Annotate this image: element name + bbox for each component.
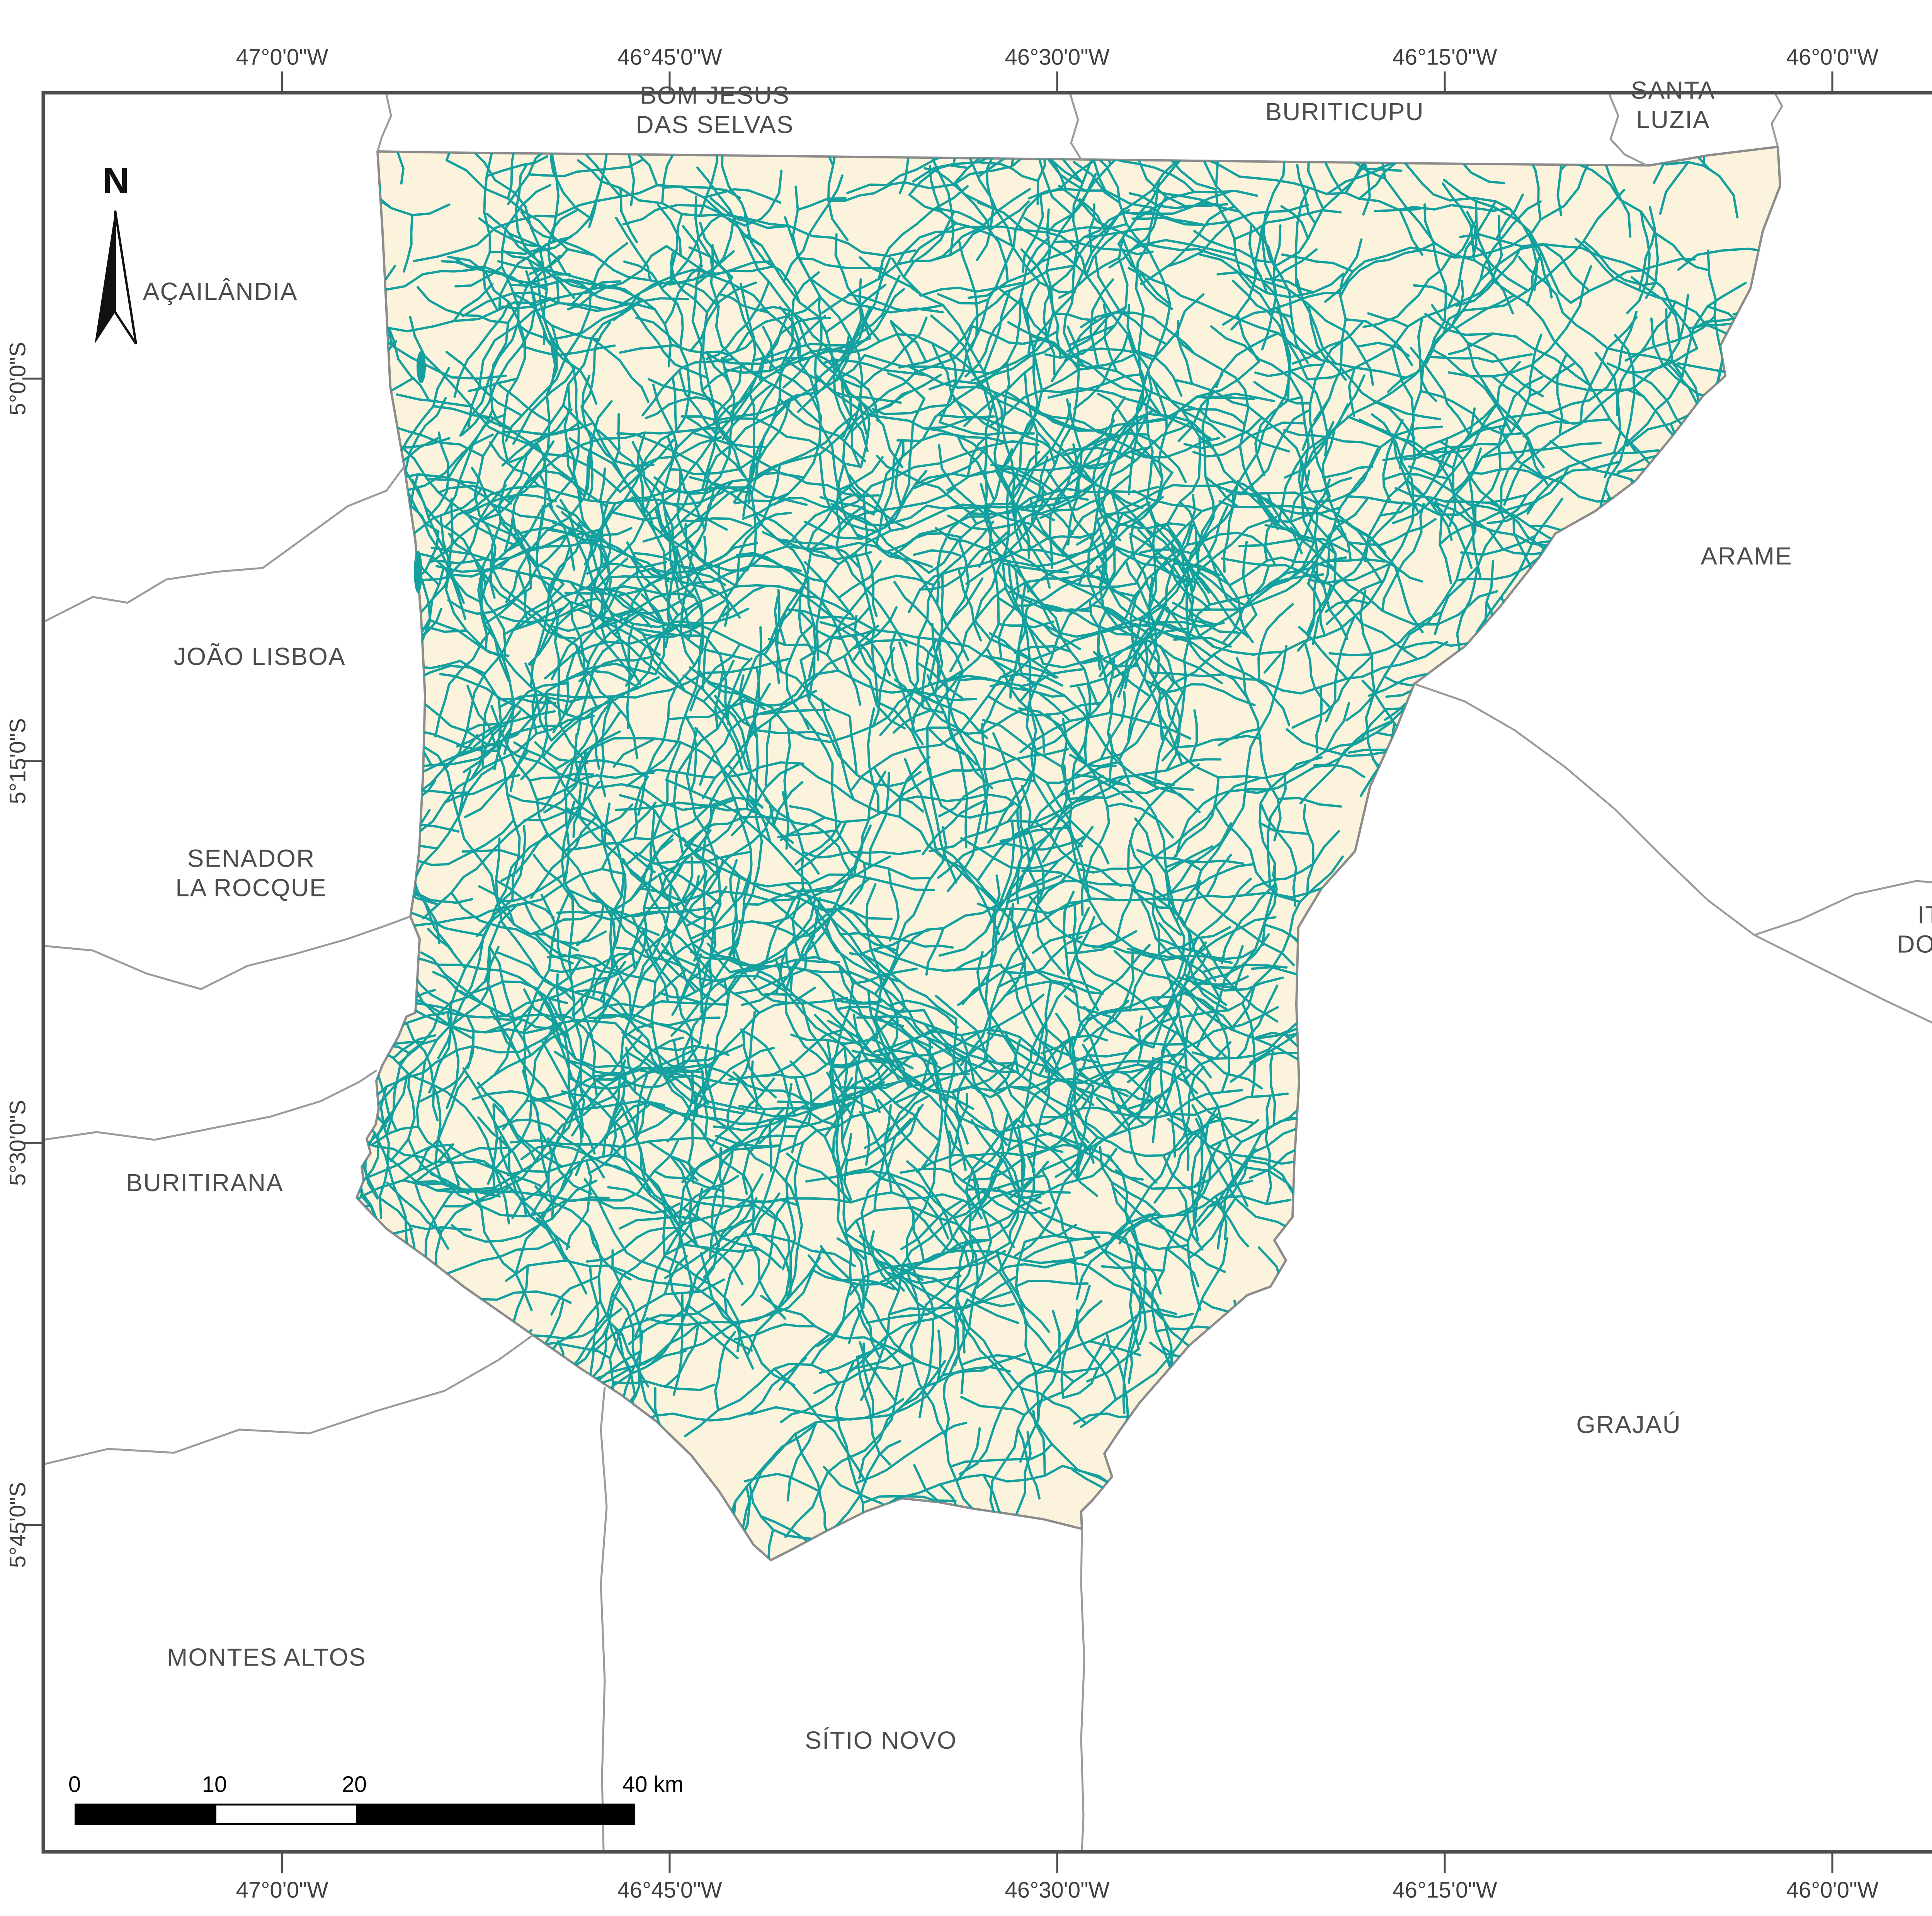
neighbor-label-arame: ARAME bbox=[1701, 542, 1793, 570]
longitude-label-bottom: 46°15'0"W bbox=[1392, 1877, 1497, 1903]
neighbor-label-bom-jesus-das-selvas: BOM JESUS DAS SELVAS bbox=[636, 81, 794, 138]
scale-segment bbox=[356, 1805, 633, 1823]
scale-bar-label: 10 bbox=[202, 1772, 227, 1797]
neighbor-label-joao-lisboa: JOÃO LISBOA bbox=[173, 643, 346, 671]
latitude-label: 5°0'0"S bbox=[5, 342, 31, 416]
scale-bar bbox=[75, 1804, 635, 1825]
neighbor-label-senador-la-rocque: SENADOR LA ROCQUE bbox=[175, 844, 327, 901]
longitude-label-bottom: 46°0'0"W bbox=[1786, 1877, 1879, 1903]
neighbor-label-itaipava-do-grajau: ITAIPAVA DO GRAJAÚ bbox=[1897, 901, 1932, 958]
neighbor-label-sitio-novo: SÍTIO NOVO bbox=[805, 1726, 957, 1754]
latitude-label: 5°15'0"S bbox=[5, 718, 31, 804]
latitude-label: 5°45'0"S bbox=[5, 1482, 31, 1568]
neighbor-label-acailandia: AÇAILÂNDIA bbox=[143, 277, 298, 306]
longitude-label-top: 46°0'0"W bbox=[1786, 44, 1879, 70]
neighbor-label-montes-altos: MONTES ALTOS bbox=[167, 1643, 366, 1671]
scale-segment bbox=[216, 1805, 356, 1823]
scale-bar-label: 0 bbox=[68, 1772, 81, 1797]
neighbor-label-grajau: GRAJAÚ bbox=[1576, 1411, 1681, 1439]
longitude-label-top: 46°30'0"W bbox=[1005, 44, 1110, 70]
latitude-label: 5°30'0"S bbox=[5, 1100, 31, 1186]
scale-segment bbox=[77, 1805, 216, 1823]
neighbor-label-buriticupu: BURITICUPU bbox=[1265, 98, 1424, 126]
longitude-label-top: 46°15'0"W bbox=[1392, 44, 1497, 70]
scale-bar-label: 20 bbox=[342, 1772, 367, 1797]
scale-bar-label: 40 km bbox=[622, 1772, 684, 1797]
longitude-label-bottom: 47°0'0"W bbox=[236, 1877, 328, 1903]
longitude-label-bottom: 46°45'0"W bbox=[617, 1877, 722, 1903]
longitude-label-top: 46°45'0"W bbox=[617, 44, 722, 70]
neighbor-label-buritirana: BURITIRANA bbox=[126, 1169, 284, 1197]
longitude-label-top: 47°0'0"W bbox=[236, 44, 328, 70]
neighbor-label-santa-luzia: SANTA LUZIA bbox=[1631, 76, 1716, 133]
longitude-label-bottom: 46°30'0"W bbox=[1005, 1877, 1110, 1903]
north-arrow-label: N bbox=[102, 160, 129, 201]
